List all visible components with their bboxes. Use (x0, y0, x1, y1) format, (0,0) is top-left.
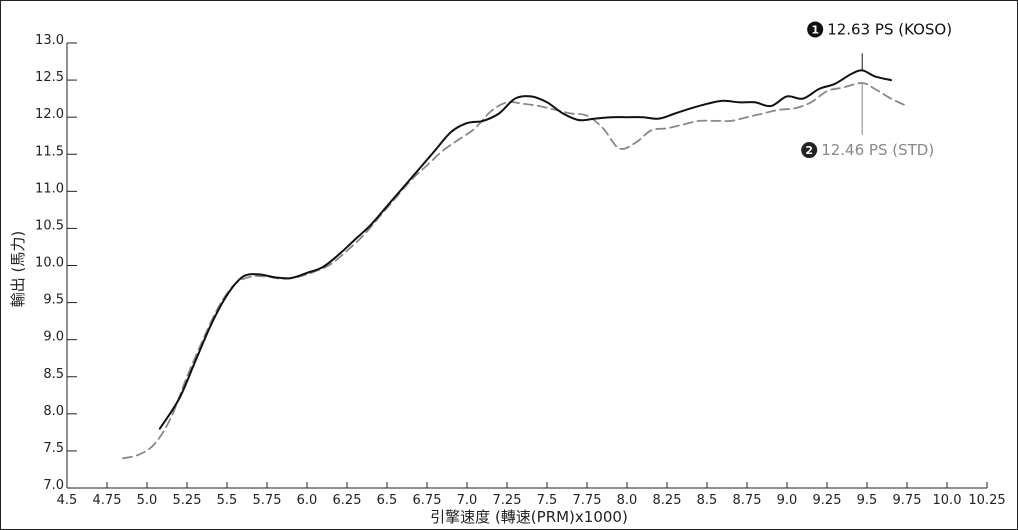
y-tick-label: 10.0 (35, 256, 64, 271)
x-tick-label: 5.5 (217, 493, 238, 508)
x-tick-label: 7.25 (493, 493, 522, 508)
y-tick-label: 8.0 (43, 404, 64, 419)
ticks: 4.5 4.75 5.0 5.25 5.5 5.75 6.0 6.25 6.5 6.75 7.0 7.… (35, 33, 1006, 508)
x-tick-label: 6.0 (297, 493, 318, 508)
y-tick-label: 7.0 (43, 478, 64, 493)
x-tick-label: 7.5 (537, 493, 558, 508)
y-tick-label: 8.5 (43, 367, 64, 382)
annotation-label-1: 12.63 PS (KOSO) (827, 20, 952, 38)
x-tick-label: 10.0 (933, 493, 962, 508)
x-tick-label: 4.5 (57, 493, 78, 508)
annotation-marker-2 (801, 142, 818, 159)
x-tick-label: 8.0 (617, 493, 638, 508)
x-tick-label: 9.25 (813, 493, 842, 508)
series (122, 69, 908, 460)
x-tick-label: 7.0 (457, 493, 478, 508)
x-tick-label: 5.0 (137, 493, 158, 508)
y-tick-label: 12.5 (35, 70, 64, 85)
annotation-label-2: 12.46 PS (STD) (821, 141, 934, 159)
x-tick-label: 5.25 (173, 493, 202, 508)
y-tick-label: 10.5 (35, 218, 64, 233)
x-tick-label: 9.5 (857, 493, 878, 508)
series-line-std (122, 82, 908, 460)
y-tick-label: 11.5 (35, 144, 64, 159)
axes (66, 43, 987, 489)
x-tick-label: 6.5 (377, 493, 398, 508)
x-tick-label: 8.5 (697, 493, 718, 508)
x-tick-label: 4.75 (93, 493, 122, 508)
x-tick-label: 7.75 (573, 493, 602, 508)
x-tick-label: 8.25 (653, 493, 682, 508)
x-tick-label: 6.25 (333, 493, 362, 508)
series-line-koso (158, 69, 892, 430)
x-tick-label: 8.75 (733, 493, 762, 508)
y-tick-label: 13.0 (35, 33, 64, 48)
annotations: 1 12.63 PS (KOSO) 2 12.46 PS (STD) (801, 20, 952, 159)
x-tick-label: 6.75 (413, 493, 442, 508)
x-tick-label: 9.75 (893, 493, 922, 508)
x-axis-title: 引擎速度 (轉速(PRM)x1000) (430, 508, 628, 526)
annotation-marker-1 (807, 21, 824, 38)
y-tick-label: 9.5 (43, 293, 64, 308)
y-tick-label: 7.5 (43, 441, 64, 456)
y-tick-label: 11.0 (35, 181, 64, 196)
y-axis-title: 輸出 (馬力) (9, 231, 27, 307)
annotation-marker-number-2: 2 (805, 144, 813, 157)
x-tick-label: 10.25 (968, 493, 1005, 508)
x-tick-label: 5.75 (253, 493, 282, 508)
y-tick-label: 9.0 (43, 330, 64, 345)
y-tick-label: 12.0 (35, 107, 64, 122)
x-tick-label: 9.0 (777, 493, 798, 508)
annotation-marker-number-1: 1 (811, 23, 819, 36)
